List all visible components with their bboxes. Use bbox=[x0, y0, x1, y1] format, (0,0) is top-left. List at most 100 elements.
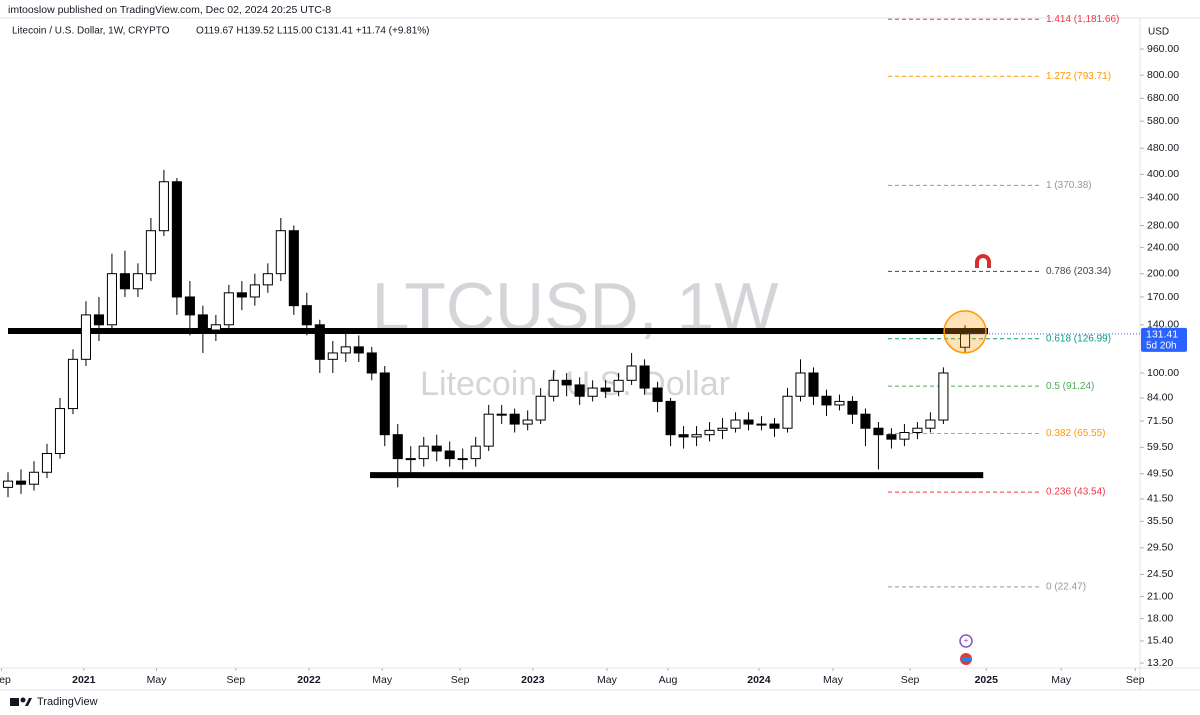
candle bbox=[912, 422, 923, 440]
candle-body bbox=[301, 305, 312, 326]
candle bbox=[873, 422, 884, 470]
candle bbox=[67, 349, 79, 415]
candle bbox=[93, 296, 104, 342]
candle-body bbox=[613, 379, 624, 392]
candle-body bbox=[782, 395, 793, 429]
candle bbox=[769, 418, 780, 437]
candle-body bbox=[639, 365, 650, 389]
candle-body bbox=[808, 372, 819, 397]
x-tick-label: Sep bbox=[451, 674, 470, 686]
candle bbox=[860, 408, 871, 447]
y-tick-label: 800.00 bbox=[1147, 69, 1179, 81]
candle bbox=[353, 335, 364, 362]
candle-body bbox=[574, 384, 585, 397]
y-tick-label: 680.00 bbox=[1147, 92, 1179, 104]
candle bbox=[444, 441, 455, 467]
candle bbox=[457, 448, 468, 470]
highlight-circle bbox=[943, 310, 987, 354]
y-tick-label: 71.50 bbox=[1147, 415, 1173, 427]
candle-body bbox=[288, 230, 299, 307]
candle-body bbox=[561, 379, 572, 386]
candle-body bbox=[184, 296, 195, 316]
candle-body bbox=[431, 445, 442, 452]
y-tick-label: 35.50 bbox=[1147, 515, 1173, 527]
candle bbox=[925, 412, 936, 433]
candle bbox=[80, 301, 92, 366]
candle-body bbox=[340, 346, 351, 354]
candle-body bbox=[678, 434, 689, 438]
y-tick-label: 29.50 bbox=[1147, 542, 1173, 554]
candle bbox=[288, 225, 299, 315]
candle bbox=[275, 218, 286, 282]
price-tag-countdown: 5d 20h bbox=[1146, 340, 1177, 351]
candle-body bbox=[67, 358, 79, 410]
candle bbox=[392, 424, 403, 488]
x-tick-label: Sep bbox=[901, 674, 920, 686]
candle bbox=[678, 426, 689, 449]
candle-body bbox=[314, 324, 325, 360]
candle-body bbox=[925, 419, 936, 429]
x-tick-label: May bbox=[597, 674, 618, 686]
candle-body bbox=[691, 434, 702, 438]
candle bbox=[717, 418, 728, 440]
candle bbox=[106, 253, 117, 330]
fib-label: 0.5 (91.24) bbox=[1046, 381, 1094, 392]
candle-body bbox=[717, 427, 728, 431]
x-tick-label: Sep bbox=[226, 674, 245, 686]
candle bbox=[899, 424, 910, 447]
candle-body bbox=[899, 431, 910, 440]
candle-body bbox=[587, 387, 598, 397]
candle bbox=[886, 428, 897, 449]
candle bbox=[145, 218, 156, 282]
magnet-icon bbox=[975, 254, 991, 268]
candle bbox=[119, 250, 130, 297]
candle-body bbox=[80, 314, 92, 360]
candle bbox=[509, 408, 520, 433]
x-tick-label: May bbox=[1051, 674, 1072, 686]
currency: USD bbox=[1148, 27, 1169, 38]
footer-logo bbox=[10, 697, 32, 706]
legend-symbol: Litecoin / U.S. Dollar, 1W, CRYPTO bbox=[12, 26, 170, 37]
candle bbox=[470, 436, 481, 467]
candle-body bbox=[626, 365, 637, 381]
candle bbox=[834, 394, 845, 411]
candle bbox=[522, 410, 533, 431]
candle bbox=[158, 169, 169, 237]
candle bbox=[431, 434, 442, 462]
candle-body bbox=[366, 352, 377, 374]
candle-body bbox=[132, 273, 143, 290]
candle-body bbox=[457, 458, 468, 461]
candle bbox=[821, 389, 832, 417]
candle bbox=[249, 273, 260, 306]
candle-body bbox=[821, 395, 832, 406]
candle-body bbox=[743, 419, 754, 425]
y-tick-label: 15.40 bbox=[1147, 635, 1173, 647]
event-icons: + bbox=[959, 634, 973, 665]
fib-label: 1.272 (793.71) bbox=[1046, 71, 1111, 82]
candle-body bbox=[912, 427, 923, 433]
watermark-subtitle: Litecoin / U.S. Dollar bbox=[420, 365, 730, 403]
candle-body bbox=[769, 423, 780, 429]
y-tick-label: 140.00 bbox=[1147, 319, 1179, 331]
x-tick-label: 2022 bbox=[297, 674, 321, 686]
candle bbox=[15, 469, 27, 494]
candle-body bbox=[28, 471, 40, 485]
candle bbox=[808, 367, 819, 405]
x-tick-label: Sep bbox=[1126, 674, 1145, 686]
candle bbox=[262, 263, 273, 293]
candle-body bbox=[444, 450, 455, 460]
candle bbox=[340, 329, 351, 362]
fib-label: 0.236 (43.54) bbox=[1046, 487, 1106, 498]
footer-brand: TradingView bbox=[37, 696, 98, 708]
candle bbox=[197, 305, 208, 353]
candle bbox=[704, 422, 715, 442]
candle-body bbox=[171, 181, 182, 298]
candle-body bbox=[834, 400, 845, 406]
y-tick-label: 280.00 bbox=[1147, 219, 1179, 231]
candle bbox=[28, 461, 40, 491]
fib-label: 0.382 (65.55) bbox=[1046, 428, 1106, 439]
y-tick-label: 240.00 bbox=[1147, 241, 1179, 253]
candle-body bbox=[756, 423, 767, 426]
publisher: imtooslow published on TradingView.com, … bbox=[8, 4, 331, 16]
